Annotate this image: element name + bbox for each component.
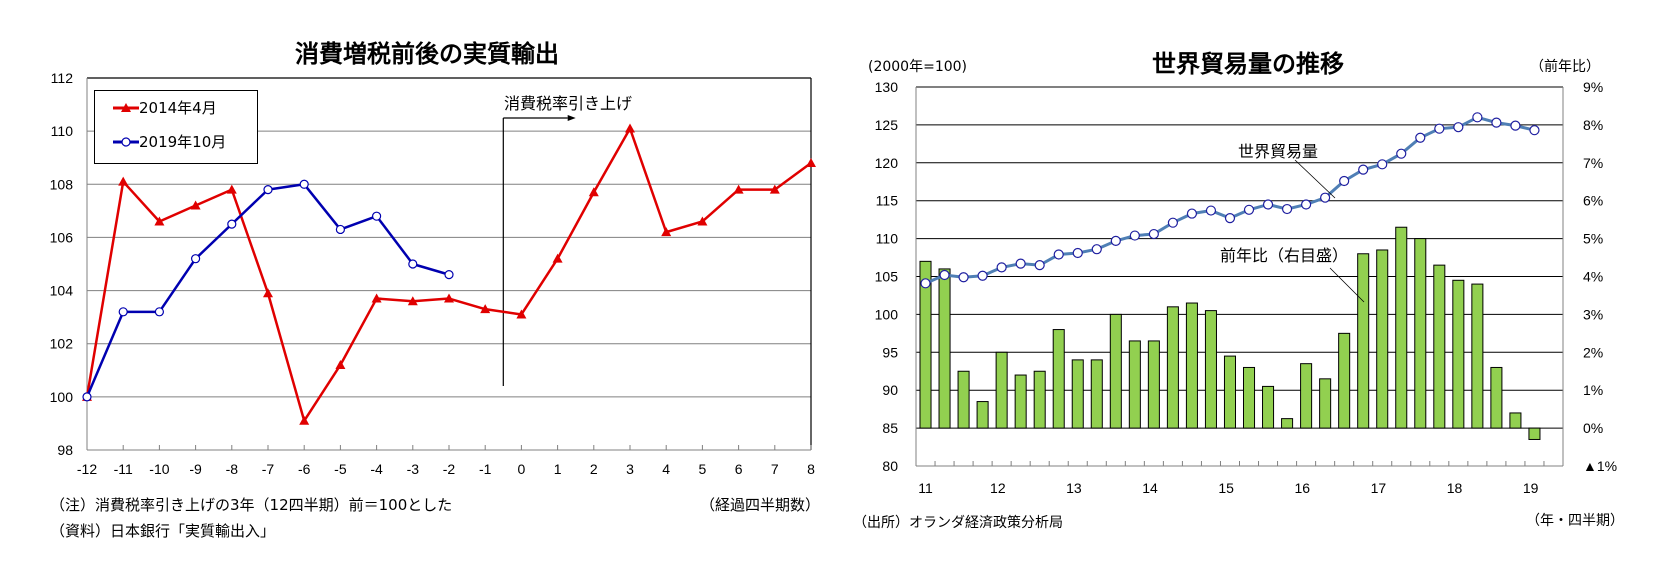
svg-text:-3: -3 (407, 461, 420, 477)
svg-text:130: 130 (875, 79, 899, 95)
svg-text:120: 120 (875, 155, 899, 171)
left-x-unit: （経過四半期数） (700, 496, 821, 514)
svg-text:-12: -12 (77, 461, 97, 477)
svg-text:15: 15 (1218, 480, 1234, 496)
svg-text:112: 112 (51, 70, 74, 86)
svg-text:6: 6 (735, 461, 743, 477)
svg-text:▲1%: ▲1% (1583, 458, 1617, 474)
svg-text:90: 90 (882, 382, 898, 398)
svg-text:-2: -2 (443, 461, 456, 477)
svg-text:2: 2 (590, 461, 598, 477)
bar-series-label: 前年比（右目盛） (1220, 246, 1349, 265)
svg-text:115: 115 (876, 193, 899, 209)
svg-text:2%: 2% (1583, 344, 1603, 360)
legend-item-2014: 2014年4月 (113, 97, 217, 118)
svg-text:17: 17 (1371, 480, 1387, 496)
svg-text:100: 100 (50, 389, 74, 405)
red-triangle-marker-icon (113, 102, 139, 112)
left-chart-legend: 2014年4月 2019年10月 (94, 90, 258, 164)
svg-text:12: 12 (990, 480, 1006, 496)
tax-hike-annotation: 消費税率引き上げ (504, 94, 633, 113)
line-series-label: 世界貿易量 (1238, 142, 1319, 161)
right-source: （出所）オランダ経済政策分析局 (853, 515, 1063, 531)
svg-text:18: 18 (1447, 480, 1463, 496)
right-chart-title: 世界貿易量の推移 (1152, 50, 1344, 78)
svg-text:16: 16 (1295, 480, 1311, 496)
svg-text:-8: -8 (226, 461, 239, 477)
svg-text:-4: -4 (370, 461, 383, 477)
svg-text:-7: -7 (262, 461, 275, 477)
svg-text:9%: 9% (1583, 79, 1603, 95)
svg-text:-9: -9 (189, 461, 202, 477)
left-note: （注）消費税率引き上げの3年（12四半期）前＝100とした (50, 496, 453, 514)
svg-text:-1: -1 (479, 461, 492, 477)
svg-text:11: 11 (918, 480, 933, 496)
svg-text:8%: 8% (1583, 117, 1603, 133)
svg-text:0%: 0% (1583, 420, 1603, 436)
right-left-axis-unit: (2000年=100) (868, 59, 968, 75)
svg-text:110: 110 (876, 231, 899, 247)
svg-text:8: 8 (807, 461, 815, 477)
svg-text:102: 102 (50, 336, 74, 352)
svg-text:1%: 1% (1583, 382, 1603, 398)
svg-text:-5: -5 (334, 461, 347, 477)
svg-text:3%: 3% (1583, 306, 1603, 322)
svg-text:5%: 5% (1583, 231, 1603, 247)
svg-text:14: 14 (1142, 480, 1158, 496)
svg-text:110: 110 (51, 123, 74, 139)
svg-text:7: 7 (771, 461, 779, 477)
svg-text:-11: -11 (114, 461, 133, 477)
svg-text:4%: 4% (1583, 269, 1603, 285)
right-chart-plot: 80 ▲1% 85 0% 90 1% 95 2% 100 3% 105 4% 110 5% 115 6% 120… (875, 79, 1617, 496)
svg-text:95: 95 (882, 344, 898, 360)
svg-text:1: 1 (554, 461, 562, 477)
svg-text:125: 125 (875, 117, 899, 133)
svg-text:19: 19 (1523, 480, 1539, 496)
blue-circle-marker-icon (113, 136, 139, 147)
svg-text:13: 13 (1066, 480, 1082, 496)
left-source: （資料）日本銀行「実質輸出入」 (50, 522, 276, 540)
svg-text:80: 80 (882, 458, 898, 474)
legend-item-2019: 2019年10月 (113, 131, 226, 152)
svg-text:0: 0 (518, 461, 526, 477)
svg-text:108: 108 (50, 176, 74, 192)
svg-text:104: 104 (50, 283, 74, 299)
svg-text:7%: 7% (1583, 155, 1603, 171)
svg-text:100: 100 (875, 306, 899, 322)
right-right-axis-unit: （前年比） (1530, 59, 1600, 75)
svg-text:-6: -6 (298, 461, 311, 477)
svg-text:106: 106 (50, 229, 74, 245)
svg-text:4: 4 (662, 461, 670, 477)
svg-text:3: 3 (626, 461, 634, 477)
svg-text:6%: 6% (1583, 193, 1603, 209)
svg-text:5: 5 (699, 461, 707, 477)
svg-text:85: 85 (882, 420, 898, 436)
svg-text:-10: -10 (149, 461, 169, 477)
right-x-unit: （年・四半期） (1526, 513, 1624, 529)
svg-text:98: 98 (57, 442, 73, 458)
svg-text:105: 105 (875, 269, 899, 285)
left-chart-title: 消費増税前後の実質輸出 (295, 40, 559, 68)
